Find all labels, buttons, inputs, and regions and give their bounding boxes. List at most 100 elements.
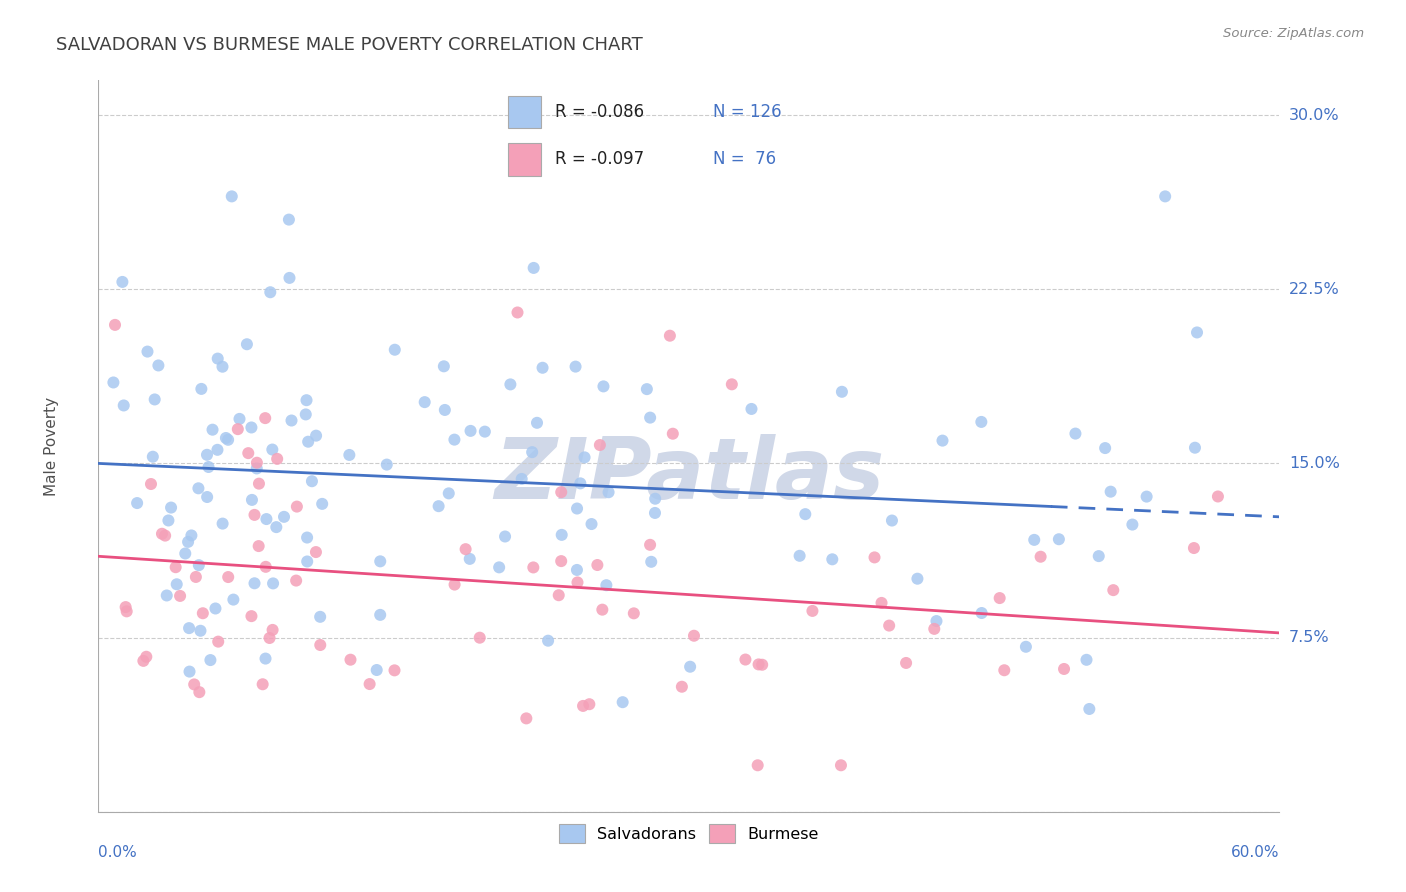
Point	[526, 416, 548, 430]
Point	[295, 531, 318, 545]
Point	[368, 607, 391, 622]
Point	[458, 552, 481, 566]
Point	[592, 379, 614, 393]
Point	[240, 420, 263, 434]
Point	[894, 656, 917, 670]
Point	[1078, 702, 1101, 716]
Point	[188, 685, 211, 699]
Point	[567, 575, 589, 590]
Point	[550, 485, 572, 500]
Point	[468, 631, 491, 645]
Point	[1029, 549, 1052, 564]
Point	[506, 305, 529, 319]
Point	[217, 433, 239, 447]
Point	[366, 663, 388, 677]
Point	[1184, 441, 1206, 455]
Point	[103, 376, 125, 390]
Point	[127, 496, 149, 510]
Point	[644, 506, 666, 520]
Point	[309, 638, 332, 652]
Text: 7.5%: 7.5%	[1289, 630, 1330, 645]
Point	[277, 212, 299, 227]
Point	[187, 481, 209, 495]
Point	[1121, 517, 1143, 532]
Point	[132, 654, 155, 668]
Point	[644, 491, 666, 506]
Point	[595, 578, 617, 592]
Point	[988, 591, 1011, 605]
Point	[1087, 549, 1109, 563]
Point	[1094, 441, 1116, 455]
Point	[166, 577, 188, 591]
Point	[537, 633, 560, 648]
Point	[671, 680, 693, 694]
Point	[721, 377, 744, 392]
Point	[207, 442, 229, 457]
Text: Male Poverty: Male Poverty	[44, 396, 59, 496]
Point	[460, 424, 482, 438]
Point	[589, 438, 612, 452]
Point	[612, 695, 634, 709]
Point	[243, 508, 266, 522]
Point	[259, 285, 281, 300]
Point	[217, 570, 239, 584]
Point	[831, 384, 853, 399]
Point	[1102, 583, 1125, 598]
Point	[1053, 662, 1076, 676]
Point	[201, 423, 224, 437]
Text: ZIPatlas: ZIPatlas	[494, 434, 884, 516]
Point	[309, 610, 332, 624]
Point	[925, 614, 948, 628]
Point	[970, 415, 993, 429]
Point	[195, 490, 218, 504]
Point	[211, 359, 233, 374]
Point	[262, 576, 284, 591]
Point	[638, 538, 661, 552]
Point	[254, 512, 277, 526]
Point	[215, 431, 238, 445]
Point	[169, 589, 191, 603]
Point	[740, 401, 762, 416]
Point	[789, 549, 811, 563]
Point	[190, 382, 212, 396]
Point	[111, 275, 134, 289]
Point	[751, 657, 773, 672]
Point	[638, 410, 661, 425]
Point	[569, 476, 592, 491]
Point	[565, 501, 588, 516]
Text: 15.0%: 15.0%	[1289, 456, 1340, 471]
Point	[160, 500, 183, 515]
Point	[207, 634, 229, 648]
Text: 22.5%: 22.5%	[1289, 282, 1340, 297]
Point	[228, 412, 250, 426]
Point	[262, 442, 284, 457]
Point	[515, 711, 537, 725]
Point	[337, 448, 360, 462]
Point	[259, 631, 281, 645]
Point	[295, 554, 318, 568]
Point	[254, 559, 277, 574]
Point	[907, 572, 929, 586]
Text: 60.0%: 60.0%	[1232, 845, 1279, 860]
Point	[153, 528, 176, 542]
Point	[922, 622, 945, 636]
Point	[1047, 533, 1070, 547]
Point	[266, 520, 288, 534]
Point	[190, 624, 212, 638]
Point	[591, 602, 613, 616]
Point	[266, 451, 288, 466]
Point	[734, 652, 756, 666]
Point	[747, 758, 769, 772]
Point	[522, 560, 544, 574]
Point	[114, 600, 136, 615]
Point	[191, 606, 214, 620]
Point	[598, 485, 620, 500]
Text: Source: ZipAtlas.com: Source: ZipAtlas.com	[1223, 27, 1364, 40]
Point	[184, 570, 207, 584]
Point	[115, 604, 138, 618]
Point	[433, 359, 456, 374]
Point	[427, 499, 450, 513]
Point	[148, 359, 170, 373]
Point	[243, 576, 266, 591]
Point	[136, 344, 159, 359]
